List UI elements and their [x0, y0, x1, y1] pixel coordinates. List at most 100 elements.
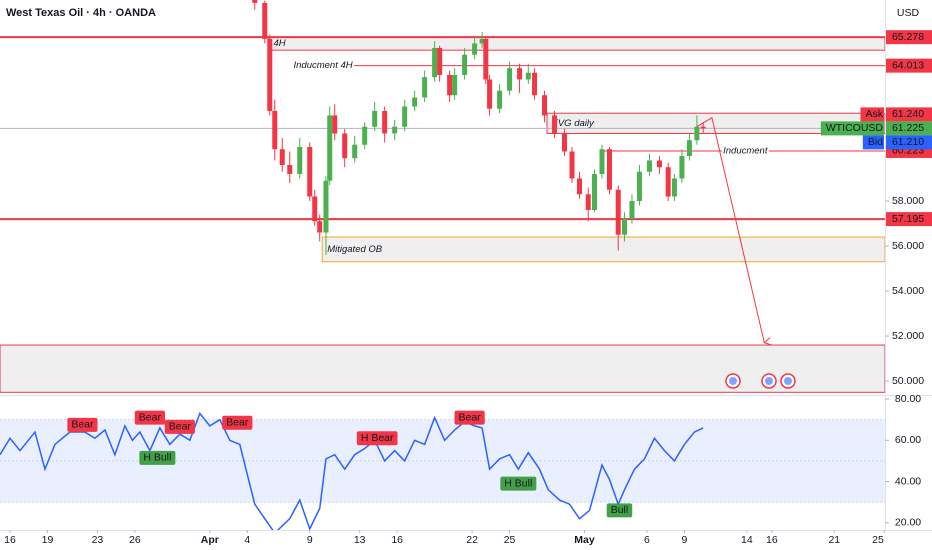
x-tick-label: 21 — [828, 534, 840, 546]
x-tick-label: 16 — [4, 534, 16, 546]
x-tick-label: 13 — [354, 534, 366, 546]
currency-label: USD — [897, 7, 920, 19]
candle-body — [629, 200, 635, 219]
candle-body — [479, 38, 485, 44]
candle-body — [462, 54, 468, 75]
candle-body — [671, 178, 677, 197]
candle-body — [437, 47, 443, 75]
event-icon-flag — [765, 377, 773, 385]
quote-price-box — [886, 107, 932, 122]
candle-body — [327, 115, 333, 181]
divergence-label: Bear — [226, 417, 249, 429]
candle-body — [412, 97, 418, 107]
candle-body — [272, 110, 278, 150]
zone-label: 4H — [274, 38, 286, 49]
x-tick-label: May — [574, 534, 595, 546]
y-tick-label: 60.00 — [895, 434, 921, 446]
candle-body — [507, 68, 513, 91]
y-tick-label: 52.000 — [892, 330, 924, 342]
x-tick-label: 25 — [872, 534, 884, 546]
candle-body — [694, 126, 700, 141]
rsi-line — [0, 412, 704, 530]
zone-label: Mitigated OB — [327, 244, 383, 255]
level-price-label: 57.195 — [892, 213, 924, 225]
divergence-label: Bear — [71, 419, 94, 431]
level-price-box — [886, 58, 932, 73]
candle-body — [585, 194, 591, 210]
candle-body — [422, 77, 428, 98]
x-tick-label: 16 — [766, 534, 778, 546]
candle-body — [591, 173, 597, 210]
projection-path — [696, 116, 764, 343]
quote-name-box — [860, 107, 884, 122]
y-tick-label: 54.000 — [892, 285, 924, 297]
candle-body — [606, 149, 612, 190]
divergence-label-box — [500, 476, 537, 491]
candle-body — [686, 140, 692, 156]
divergence-label-box — [67, 417, 98, 432]
candle-body — [569, 151, 575, 179]
level-label-bg — [292, 60, 354, 72]
level-price-label: 64.013 — [892, 59, 924, 71]
candle-body — [517, 68, 523, 80]
quote-price-label: 61.210 — [892, 136, 924, 148]
divergence-label: H Bull — [143, 452, 171, 464]
candle-body — [307, 146, 313, 197]
candle-body — [599, 149, 605, 174]
candle-body — [452, 74, 458, 96]
candle-body — [472, 43, 478, 55]
candle-body — [483, 38, 489, 80]
quote-name-box — [862, 135, 884, 150]
rsi-panel: Bear Bear Bear Bear H Bull H Bear Bear H Bull Bu… — [0, 410, 885, 530]
divergence-label: Bear — [139, 411, 162, 423]
divergence-label: Bear — [169, 421, 192, 433]
level-price-box — [886, 30, 932, 45]
event-icon-flag — [729, 377, 737, 385]
candle-body — [287, 164, 293, 174]
x-tick-label: 19 — [42, 534, 54, 546]
candle-body — [372, 110, 378, 127]
divergence-label-box — [164, 419, 195, 434]
quote-name-box — [820, 121, 884, 136]
quote-name: Bid — [868, 136, 883, 148]
divergence-label-box — [454, 410, 485, 425]
candle-body — [279, 149, 285, 165]
x-tick-label: 14 — [741, 534, 753, 546]
candle-body — [312, 196, 318, 222]
x-tick-label: 16 — [391, 534, 403, 546]
candle-body — [497, 90, 503, 109]
candle-body — [646, 160, 652, 172]
x-tick-label: 9 — [307, 534, 313, 546]
candle-body — [323, 180, 329, 233]
quote-name: WTICOUSD — [826, 122, 884, 134]
candle-body — [615, 189, 621, 235]
zone — [268, 36, 885, 51]
zone — [321, 236, 885, 263]
quote-price-label: 61.225 — [892, 122, 924, 134]
candle-body — [297, 146, 303, 174]
y-tick-label: 58.000 — [892, 195, 924, 207]
x-tick-label: 26 — [129, 534, 141, 546]
candle-body — [487, 79, 493, 109]
candle-body — [577, 178, 583, 195]
quote-price-box — [886, 135, 932, 150]
candle-body — [532, 72, 538, 96]
level-label: Inducment — [723, 145, 768, 156]
y-tick-label: 40.00 — [895, 475, 921, 487]
y-tick-label: 20.00 — [895, 517, 921, 529]
candle-body — [317, 221, 323, 233]
event-icons — [725, 373, 796, 389]
candle-body — [665, 167, 671, 197]
candle-body — [552, 115, 558, 134]
candle-body — [679, 155, 685, 179]
x-tick-label: 6 — [644, 534, 650, 546]
x-tick-label: 4 — [244, 534, 250, 546]
level-price-box — [886, 212, 932, 227]
candle-body — [621, 218, 627, 235]
quote-price-box — [886, 121, 932, 136]
candle-body — [352, 144, 358, 159]
x-tick-label: Apr — [201, 534, 219, 546]
level-label-bg — [722, 145, 769, 157]
chart-title: West Texas Oil · 4h · OANDA — [6, 7, 156, 19]
candle-body — [342, 133, 348, 159]
